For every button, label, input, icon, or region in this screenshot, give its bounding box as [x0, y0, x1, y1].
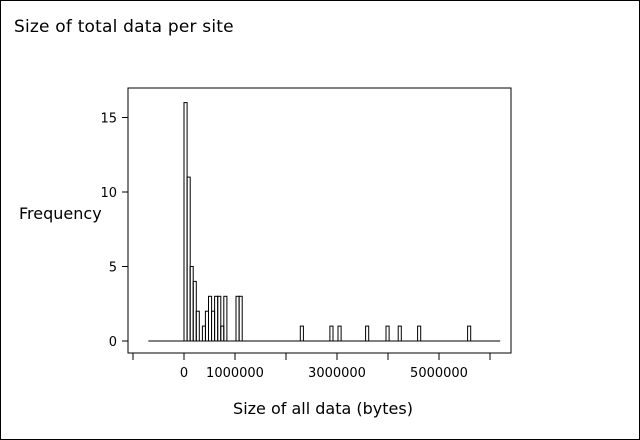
y-axis: 0 5 10 15 [100, 112, 128, 350]
y-tick-label: 0 [109, 335, 117, 350]
histogram-bar [329, 325, 334, 342]
histogram-bar [299, 325, 304, 342]
histogram-bar [337, 325, 342, 342]
page-title: Size of total data per site [14, 17, 234, 37]
y-axis-label: Frequency [19, 204, 102, 223]
histogram-bar [223, 295, 228, 342]
x-tick-label: 0 [180, 366, 188, 381]
histogram-bar [467, 325, 472, 342]
histogram-bar [238, 295, 243, 342]
y-tick-label: 15 [100, 112, 117, 127]
x-axis: 0 1000000 3000000 5000000 [132, 353, 491, 381]
histogram-bar [365, 325, 370, 342]
histogram-bar [397, 325, 402, 342]
histogram-bar [417, 325, 422, 342]
y-tick-label: 5 [109, 261, 117, 276]
histogram-bar [195, 310, 200, 342]
histogram-bar [385, 325, 390, 342]
x-tick-label: 1000000 [206, 366, 264, 381]
x-tick-label: 5000000 [410, 366, 468, 381]
y-tick-label: 10 [100, 186, 117, 201]
plot-frame [127, 87, 512, 354]
bars-layer [183, 102, 472, 342]
x-tick-label: 3000000 [308, 366, 366, 381]
x-axis-label: Size of all data (bytes) [233, 399, 413, 418]
